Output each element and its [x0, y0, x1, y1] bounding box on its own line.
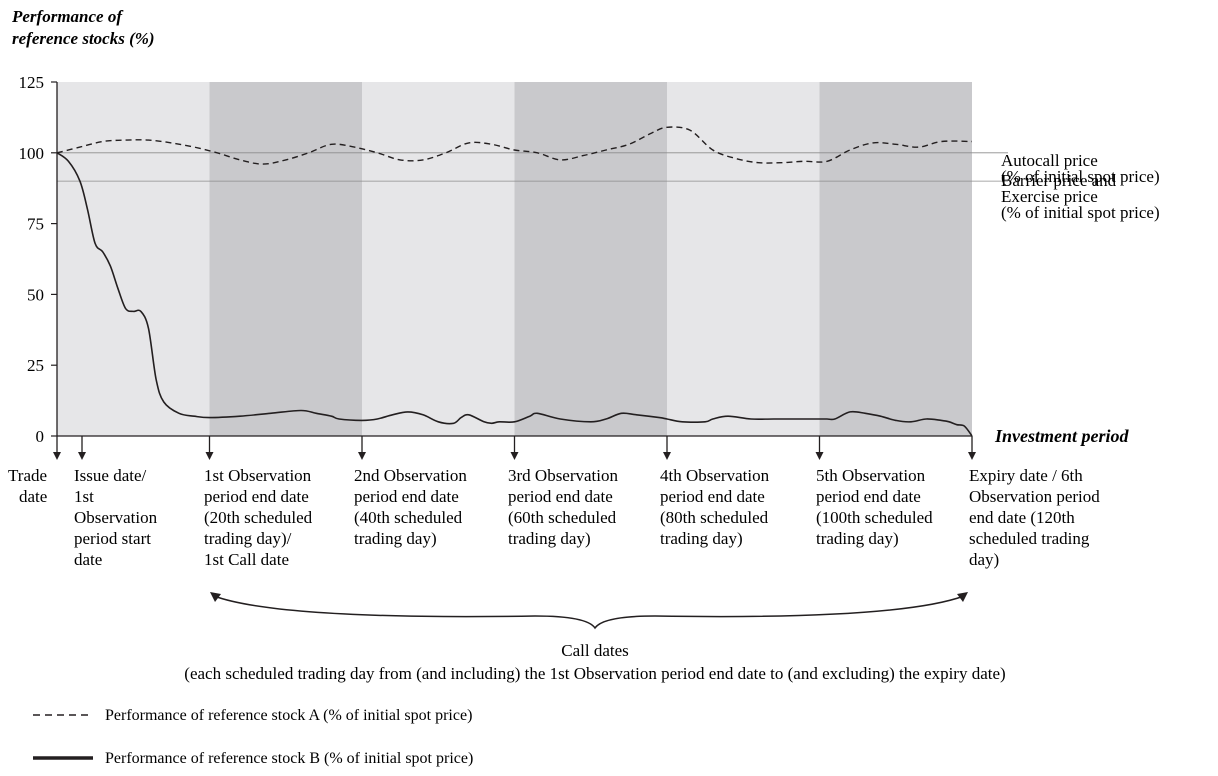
marker-arrowhead-8 — [968, 452, 976, 460]
period-band-6 — [819, 82, 972, 436]
period-band-4 — [514, 82, 667, 436]
marker-arrowhead-1 — [53, 452, 61, 460]
marker-label-2-line-5: date — [74, 550, 102, 569]
y-tick-label-50: 50 — [27, 285, 44, 304]
marker-arrowhead-3 — [205, 452, 214, 460]
reference-line-label-2-line-1: Barrier price and — [1001, 171, 1117, 190]
marker-label-2-line-4: period start — [74, 529, 151, 548]
legend-label-2: Performance of reference stock B (% of i… — [105, 750, 473, 767]
marker-label-5-line-3: (60th scheduled — [508, 508, 617, 527]
y-ticks: 125 100 75 50 25 0 — [19, 73, 57, 446]
marker-label-6-line-1: 4th Observation — [660, 466, 770, 485]
period-band-5 — [667, 82, 820, 436]
reference-line-labels: Autocall price(% of initial spot price)B… — [1001, 151, 1160, 222]
marker-arrowhead-4 — [358, 452, 366, 460]
marker-label-7-line-3: (100th scheduled — [816, 508, 933, 527]
period-band-3 — [362, 82, 515, 436]
marker-label-7-line-4: trading day) — [816, 529, 899, 548]
marker-label-2-line-2: 1st — [74, 487, 94, 506]
marker-arrowhead-2 — [78, 452, 86, 460]
marker-label-7-line-1: 5th Observation — [816, 466, 926, 485]
y-tick-label-100: 100 — [19, 144, 45, 163]
period-band-2 — [209, 82, 362, 436]
marker-label-3-line-3: (20th scheduled — [204, 508, 313, 527]
y-tick-label-25: 25 — [27, 356, 44, 375]
call-dates-brace — [210, 592, 968, 630]
marker-label-1-line-2: date — [19, 487, 47, 506]
marker-label-6-line-3: (80th scheduled — [660, 508, 769, 527]
marker-label-6-line-4: trading day) — [660, 529, 743, 548]
marker-label-5-line-1: 3rd Observation — [508, 466, 619, 485]
series-line-stock-a — [56, 126, 973, 165]
brace-arrowhead-left — [210, 592, 221, 602]
marker-label-8-line-1: Expiry date / 6th — [969, 466, 1083, 485]
legend-label-1: Performance of reference stock A (% of i… — [105, 707, 472, 724]
marker-label-3-line-2: period end date — [204, 487, 309, 506]
marker-label-2-line-3: Observation — [74, 508, 158, 527]
period-band-1 — [57, 82, 210, 436]
marker-arrowhead-5 — [510, 452, 519, 460]
marker-label-1-line-1: Trade — [8, 466, 47, 485]
y-tick-label-75: 75 — [27, 215, 44, 234]
brace-arrowhead-right — [957, 592, 968, 602]
marker-label-4-line-3: (40th scheduled — [354, 508, 463, 527]
marker-label-5-line-2: period end date — [508, 487, 613, 506]
marker-label-4-line-1: 2nd Observation — [354, 466, 467, 485]
marker-arrowhead-6 — [663, 452, 671, 460]
marker-label-4-line-2: period end date — [354, 487, 459, 506]
marker-label-5-line-4: trading day) — [508, 529, 591, 548]
marker-label-8-line-3: end date (120th — [969, 508, 1075, 527]
x-axis-label: Investment period — [994, 426, 1129, 446]
call-dates-title: Call dates — [561, 641, 629, 660]
series-lines — [56, 126, 973, 437]
y-tick-label-125: 125 — [19, 73, 45, 92]
y-tick-label-0: 0 — [36, 427, 45, 446]
marker-label-4-line-4: trading day) — [354, 529, 437, 548]
marker-label-7-line-2: period end date — [816, 487, 921, 506]
marker-label-6-line-2: period end date — [660, 487, 765, 506]
reference-line-label-1-line-1: Autocall price — [1001, 151, 1098, 170]
brace-curve — [213, 595, 965, 630]
y-axis-label-line-2: reference stocks (%) — [12, 29, 155, 48]
call-dates-note: (each scheduled trading day from (and in… — [184, 664, 1005, 683]
y-axis-label-line-1: Performance of — [11, 7, 124, 26]
marker-arrowhead-7 — [815, 452, 824, 460]
marker-label-3-line-4: trading day)/ — [204, 529, 292, 548]
marker-label-8-line-5: day) — [969, 550, 999, 569]
marker-label-3-line-1: 1st Observation — [204, 466, 312, 485]
reference-line-label-2-line-3: (% of initial spot price) — [1001, 203, 1160, 222]
series-line-stock-b — [56, 152, 973, 437]
reference-line-label-2-line-2: Exercise price — [1001, 187, 1098, 206]
marker-label-8-line-2: Observation period — [969, 487, 1100, 506]
legend: Performance of reference stock A (% of i… — [33, 707, 473, 767]
date-markers: Trade date Issue date/1st Observation period… — [8, 436, 1100, 569]
period-bands — [57, 82, 972, 436]
marker-label-2-line-1: Issue date/ — [74, 466, 147, 485]
marker-label-3-line-5: 1st Call date — [204, 550, 289, 569]
reference-line-label-1-line-2: (% of initial spot price) — [1001, 167, 1160, 186]
marker-label-8-line-4: scheduled trading — [969, 529, 1090, 548]
